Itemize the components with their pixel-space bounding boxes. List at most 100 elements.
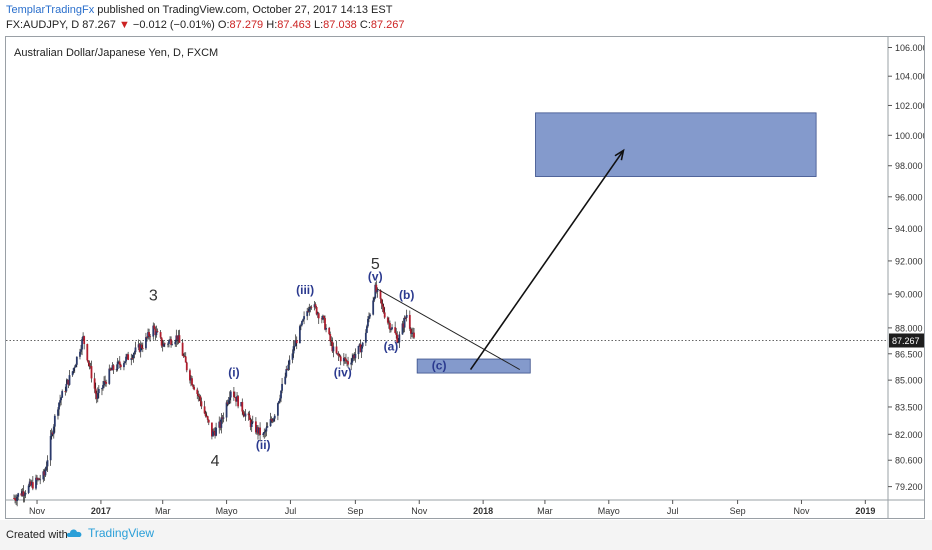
candle-down	[64, 391, 67, 392]
candle-down	[329, 334, 332, 342]
candle-up	[225, 402, 228, 418]
price-chart[interactable]: 106.000 104.000 102.000 100.000 98.000 96.000…	[6, 37, 924, 518]
candle-down	[337, 353, 340, 356]
high-label: H:	[266, 19, 278, 31]
candle-up	[218, 421, 221, 428]
candle-up	[102, 385, 104, 389]
candle-up	[65, 383, 68, 392]
x-tick-label: 2017	[91, 506, 111, 516]
candle-down	[382, 306, 385, 313]
low-value: 87.038	[323, 19, 357, 31]
candle-up	[35, 477, 37, 489]
candle-down	[159, 332, 162, 338]
candle-down	[387, 322, 390, 324]
candle-down	[310, 307, 313, 308]
candle-down	[383, 312, 386, 318]
candle-up	[28, 481, 31, 486]
candle-up	[37, 478, 39, 480]
candle-down	[178, 335, 181, 343]
candle-down	[347, 361, 349, 365]
candle-down	[13, 498, 15, 499]
candle-up	[357, 345, 360, 355]
candle-up	[71, 371, 74, 376]
candle-up	[342, 357, 345, 362]
candle-up	[264, 431, 267, 433]
candle-up	[44, 469, 47, 476]
x-tick-label: Nov	[411, 506, 428, 516]
candle-down	[314, 304, 317, 308]
candle-up	[280, 390, 282, 399]
candle-down	[185, 362, 188, 371]
published-text: published on TradingView.com, October 27…	[97, 4, 393, 16]
candle-up	[281, 383, 283, 391]
wave-label: (a)	[384, 339, 399, 353]
candle-down	[192, 384, 194, 387]
candle-down	[207, 419, 210, 423]
candle-down	[233, 391, 235, 397]
candle-down	[94, 388, 97, 394]
candle-down	[381, 303, 384, 307]
candle-down	[199, 396, 202, 402]
candle-down	[148, 332, 150, 337]
candle-up	[325, 327, 327, 330]
wave-label: (iii)	[296, 283, 314, 297]
candle-up	[227, 400, 230, 404]
candle-up	[175, 335, 178, 342]
y-tick-label: 82.000	[895, 430, 923, 440]
candle-down	[243, 414, 246, 417]
candle-up	[137, 344, 140, 348]
candle-down	[67, 379, 70, 385]
x-tick-label: Sep	[730, 506, 746, 516]
author-link[interactable]: TemplarTradingFx	[6, 4, 95, 16]
candle-up	[369, 314, 371, 317]
candle-down	[394, 327, 397, 333]
arrow-head-icon	[614, 148, 625, 161]
open-label: O:	[217, 19, 230, 31]
candle-up	[279, 398, 281, 402]
candle-up	[68, 375, 71, 385]
candle-down	[138, 344, 141, 352]
x-tick-label: Mayo	[216, 506, 238, 516]
candle-up	[258, 427, 260, 434]
wave-label: (iv)	[334, 366, 352, 380]
candle-up	[365, 326, 368, 333]
candle-up	[46, 460, 49, 467]
y-tick-label: 80.600	[895, 456, 923, 466]
candle-down	[156, 331, 159, 333]
candle-up	[358, 344, 361, 346]
candle-down	[197, 393, 200, 396]
candle-up	[368, 316, 370, 319]
candle-down	[109, 368, 112, 370]
candle-down	[141, 348, 144, 349]
candle-up	[265, 427, 268, 432]
candle-up	[322, 315, 324, 320]
candle-down	[146, 337, 148, 338]
x-tick-label: Mayo	[598, 506, 620, 516]
candle-up	[30, 482, 33, 486]
candle-down	[389, 322, 391, 330]
candle-down	[163, 343, 166, 345]
candle-down	[241, 402, 244, 412]
candle-down	[330, 341, 333, 342]
candle-up	[354, 354, 357, 359]
candle-up	[308, 308, 311, 312]
candle-up	[23, 494, 26, 496]
candle-up	[244, 413, 247, 417]
candle-down	[221, 417, 224, 419]
chart-panel[interactable]: 106.000 104.000 102.000 100.000 98.000 96.000…	[5, 36, 925, 519]
candle-up	[309, 307, 312, 309]
candle-down	[331, 341, 334, 352]
candle-up	[66, 379, 69, 384]
candle-down	[36, 477, 38, 480]
candle-up	[228, 397, 231, 401]
tradingview-logo[interactable]: TradingView	[66, 526, 154, 540]
candle-down	[89, 366, 92, 367]
candle-up	[152, 325, 155, 337]
candle-up	[117, 361, 120, 363]
high-value: 87.463	[277, 19, 311, 31]
candle-up	[145, 337, 147, 349]
candle-up	[171, 344, 174, 346]
candle-down	[191, 378, 193, 385]
wave-label: (b)	[399, 288, 414, 302]
wave-label: (i)	[228, 366, 239, 380]
